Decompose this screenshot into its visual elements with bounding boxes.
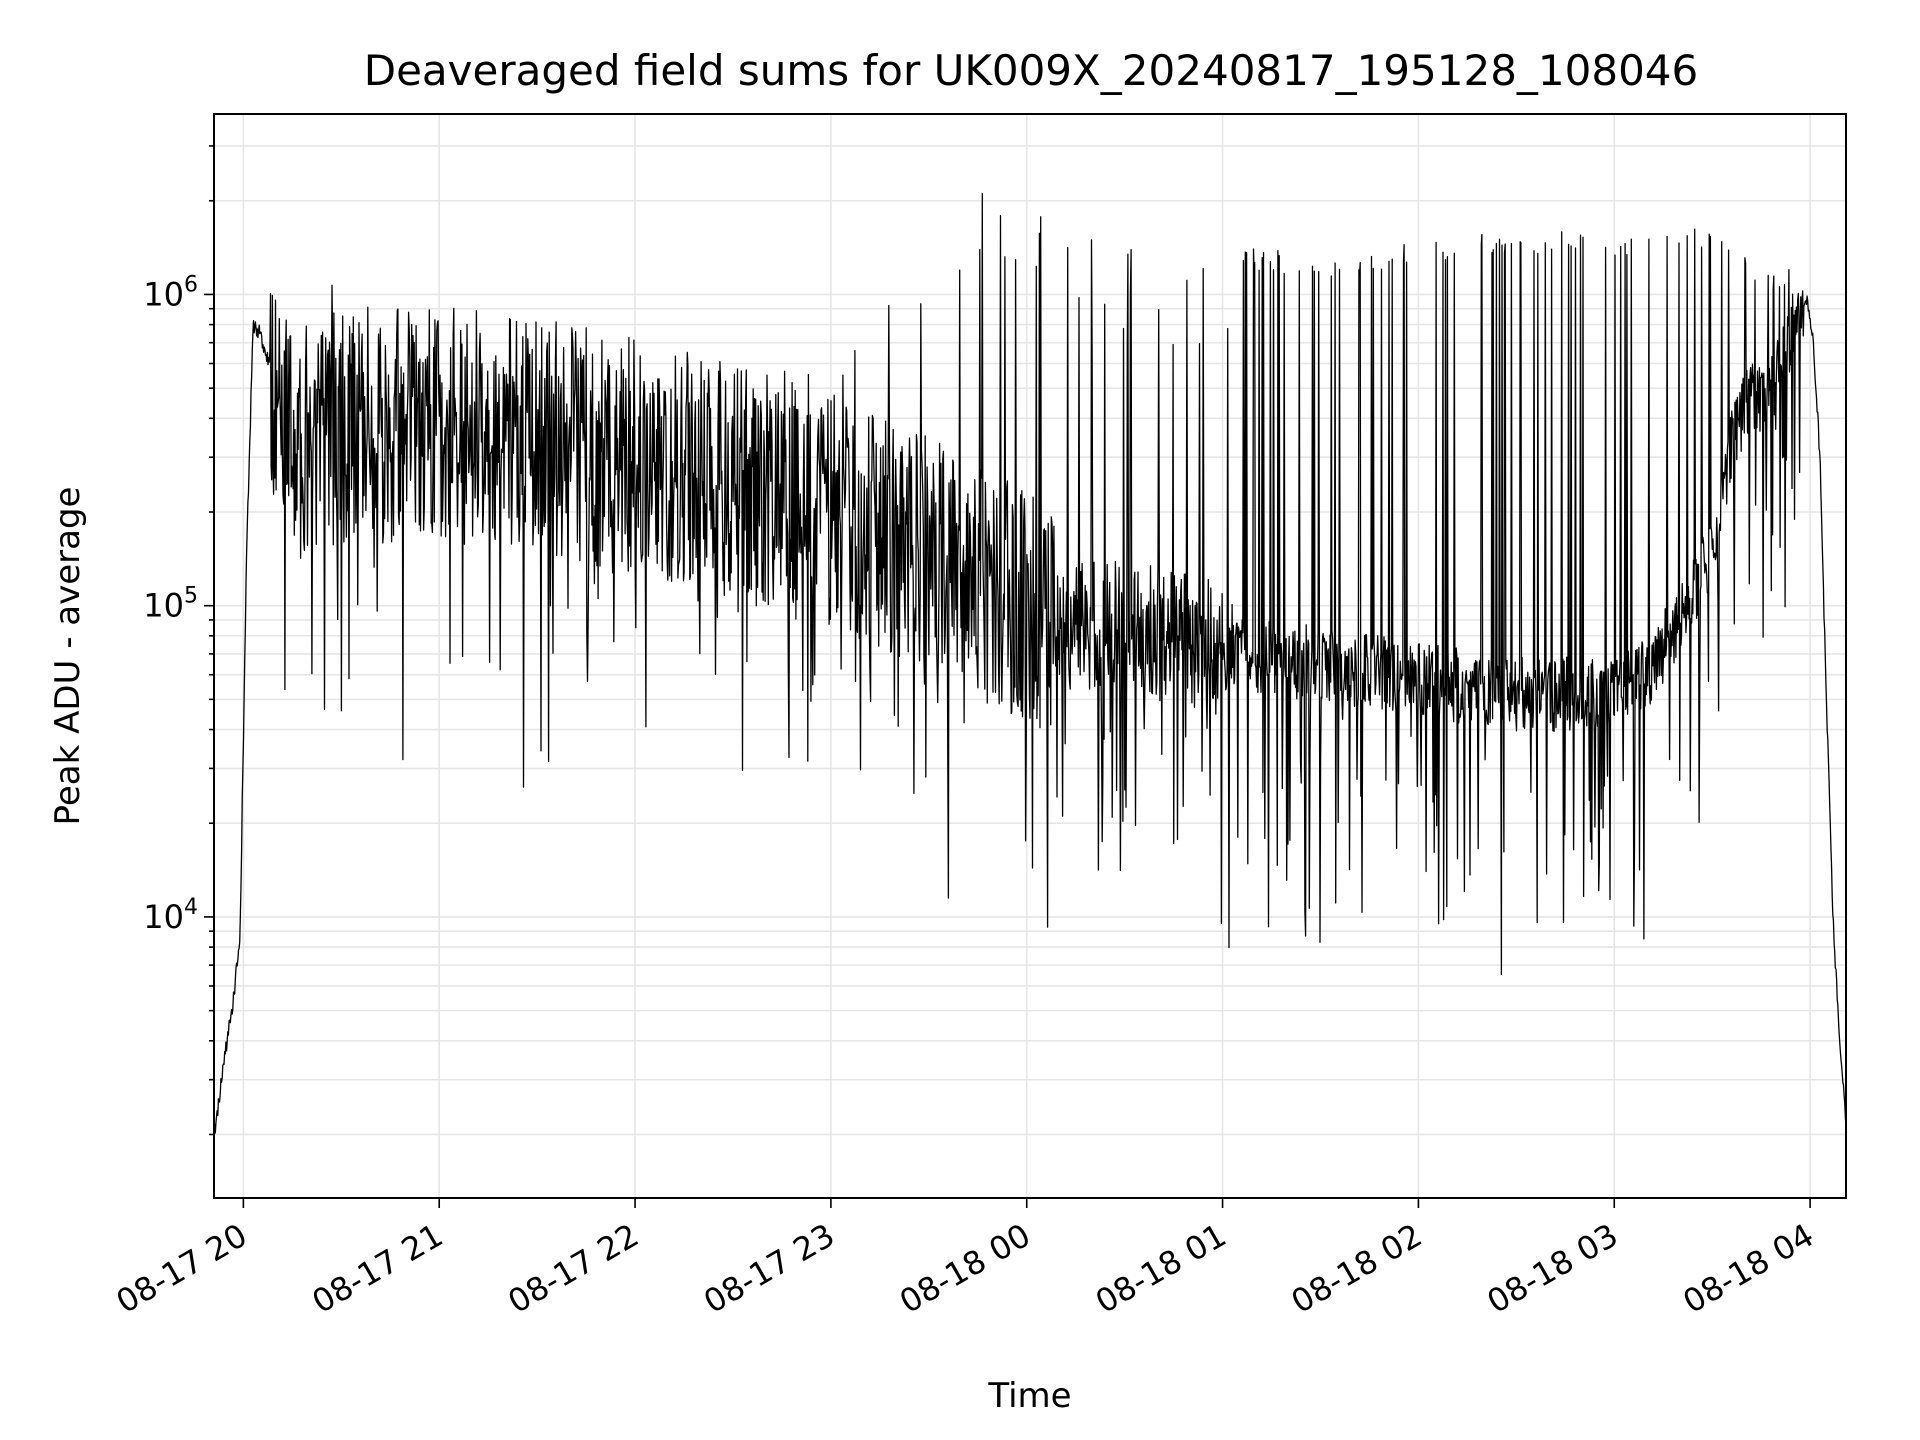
series-line [214,193,1846,1140]
y-tick-label: 105 [143,584,198,625]
y-axis: 104 105 106 [143,145,214,1136]
x-axis-label: Time [987,1376,1071,1416]
chart-title: Deaveraged field sums for UK009X_2024081… [364,46,1699,95]
y-tick-label: 104 [143,895,198,936]
plot-frame [213,113,1847,1199]
data-trace [214,193,1846,1140]
y-axis-label: Peak ADU - average [48,487,88,826]
y-tick-label: 106 [143,272,198,313]
